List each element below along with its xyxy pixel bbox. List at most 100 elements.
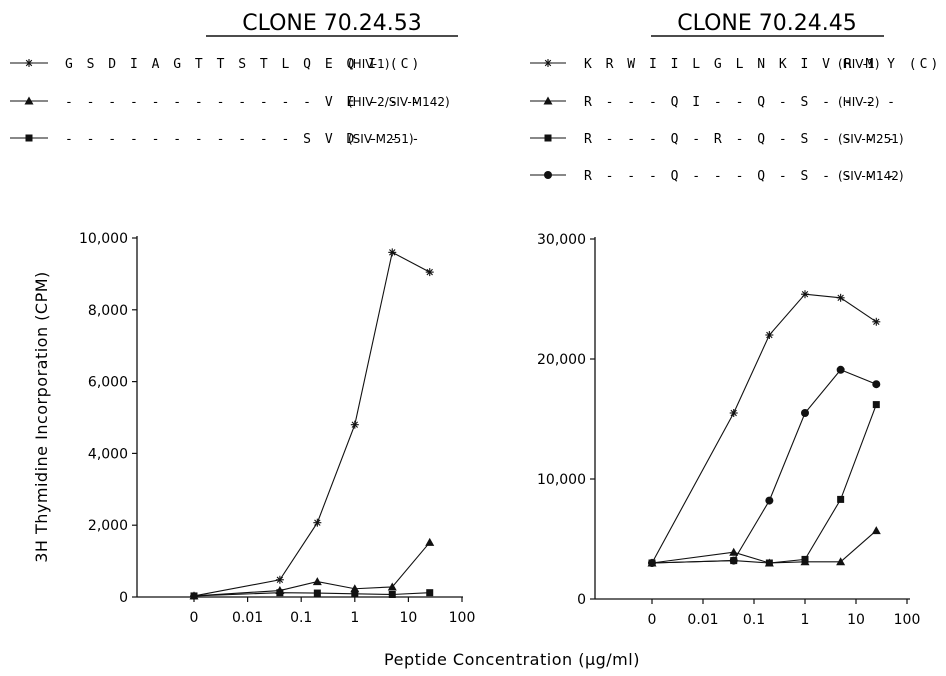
- data-point-diamond: [836, 365, 845, 374]
- data-point-square: [276, 589, 284, 597]
- legend-entry: R - - - Q - R - Q - S - - - -(SIV-M251): [530, 132, 904, 147]
- data-point-square: [801, 555, 809, 563]
- x-tick-label: 0.1: [290, 610, 312, 626]
- data-point-triangle: [387, 582, 397, 591]
- data-point-square: [837, 495, 845, 503]
- data-point-triangle: [836, 557, 846, 566]
- y-tick-label: 0: [577, 592, 586, 608]
- y-tick-label: 8,000: [88, 303, 128, 319]
- legend-marker-triangle: [24, 96, 34, 105]
- legend-marker-triangle: [543, 96, 553, 105]
- legend-series-name: (HIV-2/SIV-M142): [348, 95, 450, 109]
- x-tick-label: 0: [190, 610, 199, 626]
- data-point-star: [836, 293, 845, 302]
- legend-series-name: (SIV-M251): [838, 132, 904, 146]
- legend-marker-star: [544, 59, 552, 67]
- x-tick-label: 100: [894, 612, 921, 628]
- y-tick-label: 10,000: [79, 231, 128, 247]
- legend-entry: - - - - - - - - - - - - V E - - -(HIV-2/…: [10, 95, 450, 110]
- data-point-square: [313, 589, 321, 597]
- x-tick-label: 1: [350, 610, 359, 626]
- data-point-star: [801, 290, 809, 299]
- legend-sequence: R - - - Q - R - Q - S - - - -: [584, 132, 898, 147]
- x-tick-label: 100: [449, 610, 476, 626]
- data-point-square: [872, 401, 880, 409]
- plot-right: 0 10,000 20,000 30,000 0 0.01 0.1 1 10 100: [537, 232, 920, 628]
- legend-marker-square: [544, 134, 552, 142]
- legend-marker-star: [25, 59, 33, 67]
- data-point-star: [350, 420, 359, 429]
- legend-sequence: - - - - - - - - - - - - V E - - -: [65, 95, 422, 110]
- data-point-triangle: [425, 537, 435, 546]
- legend-sequence: K R W I I L G L N K I V R M Y (C): [584, 57, 941, 72]
- data-point-triangle: [871, 526, 881, 535]
- y-tick-label: 2,000: [88, 518, 128, 534]
- series-line-diamond: [651, 369, 877, 564]
- series-line-square: [193, 592, 430, 597]
- y-tick-label: 6,000: [88, 375, 128, 391]
- legend-entry: R - - - Q - - - Q - S - - - -(SIV-M142): [530, 169, 904, 184]
- chart-title-right: CLONE 70.24.45: [677, 11, 856, 36]
- plot-left: 0 2,000 4,000 6,000 8,000 10,000 0 0.01 0.1 1 10 10…: [79, 231, 475, 626]
- data-point-star: [313, 518, 322, 527]
- y-tick-label: 0: [119, 590, 128, 606]
- legend-right: K R W I I L G L N K I V R M Y (C)(HIV-1)…: [530, 57, 941, 184]
- data-point-triangle: [350, 584, 360, 593]
- data-point-star: [425, 268, 434, 277]
- x-axis-label: Peptide Concentration (µg/ml): [384, 650, 640, 669]
- series-line-star: [193, 251, 430, 597]
- series-line-triangle: [651, 530, 877, 564]
- series-line-star: [651, 293, 877, 564]
- legend-marker-diamond: [544, 171, 552, 179]
- data-point-diamond: [765, 496, 774, 505]
- y-axis-label: 3H Thymidine Incorporation (CPM): [32, 271, 51, 563]
- x-tick-label: 0.01: [232, 610, 263, 626]
- series-line-square: [651, 404, 877, 564]
- data-point-triangle: [729, 547, 739, 556]
- legend-entry: - - - - - - - - - - - S V D - - -(SIV-M2…: [10, 132, 422, 147]
- data-point-square: [190, 592, 198, 600]
- legend-series-name: (SIV-M251): [348, 132, 414, 146]
- data-point-square: [426, 589, 434, 597]
- legend-sequence: - - - - - - - - - - - S V D - - -: [65, 132, 422, 147]
- data-point-triangle: [312, 577, 322, 586]
- x-tick-label: 10: [847, 612, 865, 628]
- chart-title-left: CLONE 70.24.53: [242, 11, 421, 36]
- x-tick-label: 1: [801, 612, 810, 628]
- data-point-star: [729, 409, 738, 417]
- legend-entry: K R W I I L G L N K I V R M Y (C)(HIV-1): [530, 57, 941, 72]
- data-point-square: [388, 590, 396, 598]
- title-right: CLONE 70.24.45: [651, 11, 884, 37]
- data-point-diamond: [648, 559, 656, 567]
- data-point-star: [765, 331, 774, 339]
- x-tick-label: 0.01: [687, 612, 718, 628]
- data-point-square: [351, 590, 359, 598]
- legend-sequence: R - - - Q - - - Q - S - - - -: [584, 169, 898, 184]
- x-tick-label: 10: [399, 610, 417, 626]
- data-point-star: [872, 317, 881, 326]
- data-point-star: [275, 575, 284, 584]
- y-tick-label: 30,000: [537, 232, 586, 248]
- legend-entry: R - - - Q I - - Q - S - - - -(HIV-2): [530, 95, 898, 110]
- data-point-star: [388, 248, 397, 257]
- legend-entry: G S D I A G T T S T L Q E Q I (C)(HIV-1): [10, 57, 422, 72]
- y-tick-label: 4,000: [88, 446, 128, 462]
- legend-series-name: (HIV-1): [348, 57, 389, 71]
- data-point-diamond: [729, 556, 738, 565]
- legend-series-name: (HIV-2): [838, 95, 879, 109]
- x-tick-label: 0: [648, 612, 657, 628]
- legend-sequence: G S D I A G T T S T L Q E Q I (C): [65, 57, 422, 72]
- legend-marker-square: [25, 134, 33, 142]
- x-tick-label: 0.1: [743, 612, 765, 628]
- legend-sequence: R - - - Q I - - Q - S - - - -: [584, 95, 898, 110]
- y-tick-label: 20,000: [537, 352, 586, 368]
- data-point-diamond: [872, 380, 881, 389]
- series-line-triangle: [193, 542, 431, 597]
- y-tick-label: 10,000: [537, 472, 586, 488]
- data-point-square: [765, 559, 773, 567]
- data-point-diamond: [801, 409, 809, 417]
- legend-series-name: (HIV-1): [838, 57, 879, 71]
- title-left: CLONE 70.24.53: [206, 11, 458, 37]
- legend-series-name: (SIV-M142): [838, 169, 904, 183]
